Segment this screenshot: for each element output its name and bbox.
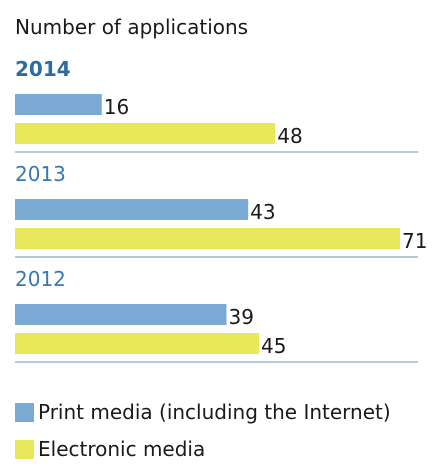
data-label-2013-print-media: 43 (250, 200, 275, 224)
bar-chart: 2014 16 48 2013 43 71 2012 39 45 (15, 57, 427, 363)
category-label-2012: 2012 (15, 267, 66, 291)
category-label-2014: 2014 (15, 57, 71, 81)
bar-2014-print-media (15, 94, 102, 115)
legend-label-electronic-media: Electronic media (38, 437, 206, 461)
data-label-2012-electronic-media: 45 (261, 334, 286, 358)
bar-2013-print-media (15, 199, 249, 220)
bar-2013-electronic-media (15, 228, 400, 249)
chart-subtitle: Number of applications (15, 15, 249, 39)
bar-2014-electronic-media (15, 123, 276, 144)
data-label-2013-electronic-media: 71 (402, 229, 427, 253)
legend: Print media (including the Internet) Ele… (15, 398, 391, 472)
legend-item-electronic-media: Electronic media (15, 435, 391, 463)
legend-swatch-electronic-media (15, 439, 34, 459)
legend-item-print-media: Print media (including the Internet) (15, 398, 391, 426)
data-label-2014-electronic-media: 48 (277, 124, 302, 148)
bar-2012-electronic-media (15, 333, 260, 354)
data-label-2014-print-media: 16 (104, 95, 129, 119)
legend-swatch-print-media (15, 402, 34, 422)
bar-2012-print-media (15, 304, 227, 325)
category-label-2013: 2013 (15, 162, 66, 186)
legend-label-print-media: Print media (including the Internet) (38, 400, 391, 424)
data-label-2012-print-media: 39 (228, 305, 253, 329)
